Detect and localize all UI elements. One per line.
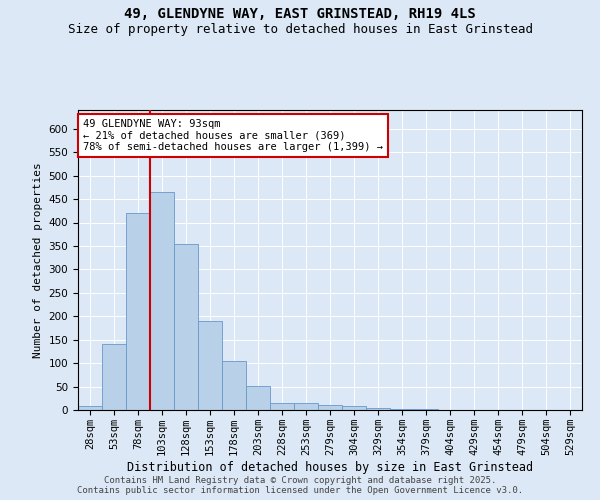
Bar (198, 321, 222, 410)
Bar (414, 409, 438, 410)
Bar (366, 408, 390, 410)
Bar (390, 408, 414, 410)
Text: 49, GLENDYNE WAY, EAST GRINSTEAD, RH19 4LS: 49, GLENDYNE WAY, EAST GRINSTEAD, RH19 4… (124, 8, 476, 22)
Bar (78, 406, 102, 410)
Bar (246, 386, 270, 410)
Bar (342, 406, 366, 410)
Bar (294, 404, 318, 410)
Bar (126, 213, 150, 410)
Bar (102, 344, 126, 410)
X-axis label: Distribution of detached houses by size in East Grinstead: Distribution of detached houses by size … (127, 460, 533, 473)
Bar (150, 192, 174, 410)
Text: 49 GLENDYNE WAY: 93sqm
← 21% of detached houses are smaller (369)
78% of semi-de: 49 GLENDYNE WAY: 93sqm ← 21% of detached… (83, 119, 383, 152)
Bar (222, 361, 246, 410)
Bar (174, 244, 198, 410)
Y-axis label: Number of detached properties: Number of detached properties (33, 162, 43, 358)
Text: Contains HM Land Registry data © Crown copyright and database right 2025.
Contai: Contains HM Land Registry data © Crown c… (77, 476, 523, 495)
Text: Size of property relative to detached houses in East Grinstead: Size of property relative to detached ho… (67, 22, 533, 36)
Bar (318, 405, 342, 410)
Bar (270, 404, 294, 410)
